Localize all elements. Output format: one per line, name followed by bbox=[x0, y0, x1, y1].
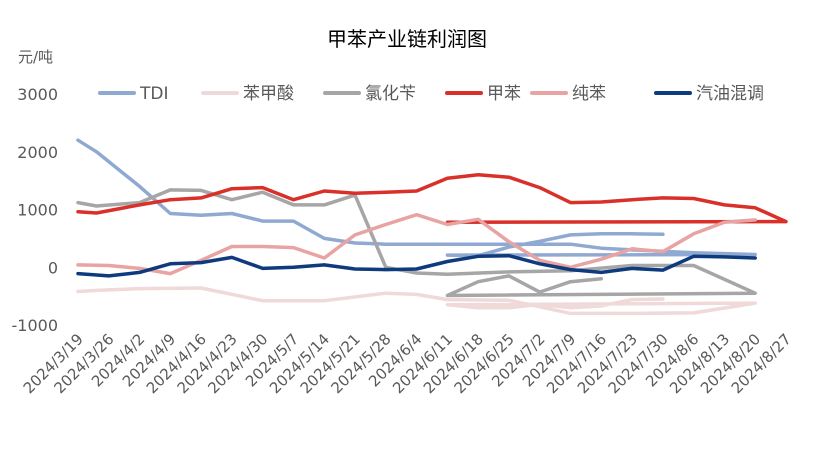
y-tick-label: -1000 bbox=[12, 316, 59, 335]
series-lines bbox=[76, 138, 788, 316]
legend: TDI 苯甲酸 氯化苄 甲苯 纯苯 汽油混调 bbox=[98, 84, 764, 104]
x-axis-ticks: 2024/3/192024/3/262024/4/22024/4/92024/4… bbox=[20, 330, 795, 397]
y-tick-label: 3000 bbox=[17, 85, 58, 104]
legend-label: 汽油混调 bbox=[696, 84, 764, 104]
y-tick-label: 1000 bbox=[17, 201, 58, 220]
series-line-2 bbox=[76, 188, 757, 298]
legend-label: TDI bbox=[139, 84, 169, 104]
y-tick-label: 0 bbox=[48, 258, 58, 277]
series-line-5 bbox=[76, 253, 757, 278]
series-line-3 bbox=[76, 173, 788, 224]
legend-label: 苯甲酸 bbox=[243, 84, 294, 104]
legend-label: 甲苯 bbox=[487, 84, 521, 104]
series-line-0 bbox=[76, 138, 757, 258]
y-tick-label: 2000 bbox=[17, 143, 58, 162]
y-axis-ticks: 3000 2000 1000 0 -1000 bbox=[12, 85, 59, 335]
legend-label: 纯苯 bbox=[572, 84, 606, 104]
series-line-1 bbox=[76, 286, 757, 316]
chart-title: 甲苯产业链利润图 bbox=[327, 27, 487, 51]
y-axis-unit-label: 元/吨 bbox=[18, 48, 53, 66]
legend-label: 氯化苄 bbox=[365, 84, 416, 104]
